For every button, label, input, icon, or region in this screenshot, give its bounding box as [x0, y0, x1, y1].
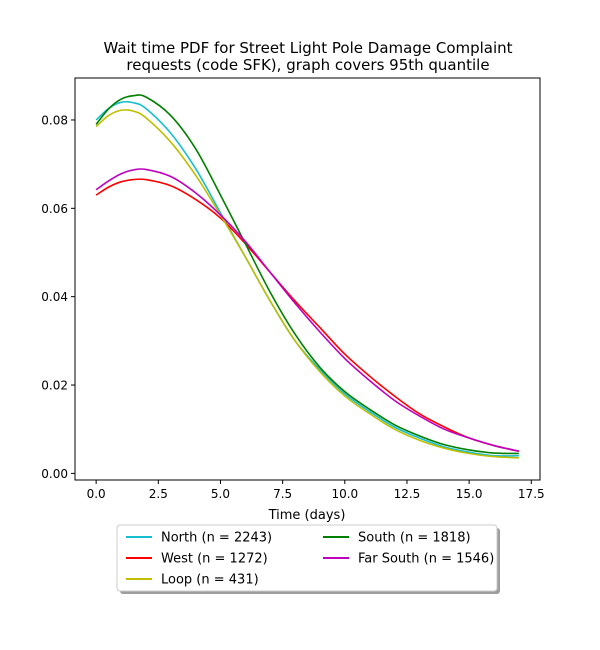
- legend-entries: North (n = 2243) West (n = 1272) Loop (n =…: [126, 531, 494, 588]
- x-tick-label: 7.5: [273, 487, 292, 501]
- y-axis-ticks: 0.00 0.02 0.04 0.06 0.08: [41, 113, 75, 481]
- legend-box: [116, 524, 498, 592]
- x-axis-ticks: 0.0 2.5 5.0 7.5 10.0 12.5 15.0 17.5: [87, 480, 545, 501]
- x-tick-label: 5.0: [211, 487, 230, 501]
- series-line-3: [95, 94, 519, 455]
- x-tick-label: 17.5: [518, 487, 545, 501]
- x-tick-label: 0.0: [87, 487, 106, 501]
- x-tick-label: 15.0: [456, 487, 483, 501]
- chart-title-line2: requests (code SFK), graph covers 95th q…: [126, 56, 489, 74]
- legend-label-1: West (n = 1272): [161, 552, 268, 567]
- chart-title-line1: Wait time PDF for Street Light Pole Dama…: [103, 39, 512, 57]
- series-line-4: [95, 168, 520, 453]
- legend-label-2: Loop (n = 431): [161, 573, 259, 588]
- y-tick-label: 0.04: [41, 290, 68, 304]
- legend-label-4: Far South (n = 1546): [358, 552, 494, 567]
- series-layer: [95, 94, 520, 459]
- legend-label-0: North (n = 2243): [161, 531, 272, 546]
- y-tick-label: 0.08: [41, 113, 68, 127]
- plot-area-frame: [74, 77, 541, 481]
- x-tick-label: 12.5: [394, 487, 421, 501]
- x-axis-label: Time (days): [268, 508, 346, 523]
- y-tick-label: 0.02: [41, 379, 68, 393]
- x-tick-label: 2.5: [149, 487, 168, 501]
- y-tick-label: 0.00: [41, 467, 68, 481]
- legend: North (n = 2243) West (n = 1272) Loop (n =…: [116, 524, 500, 594]
- series-line-2: [95, 109, 519, 459]
- x-tick-label: 10.0: [331, 487, 358, 501]
- legend-label-3: South (n = 1818): [358, 531, 471, 546]
- y-tick-label: 0.06: [41, 202, 68, 216]
